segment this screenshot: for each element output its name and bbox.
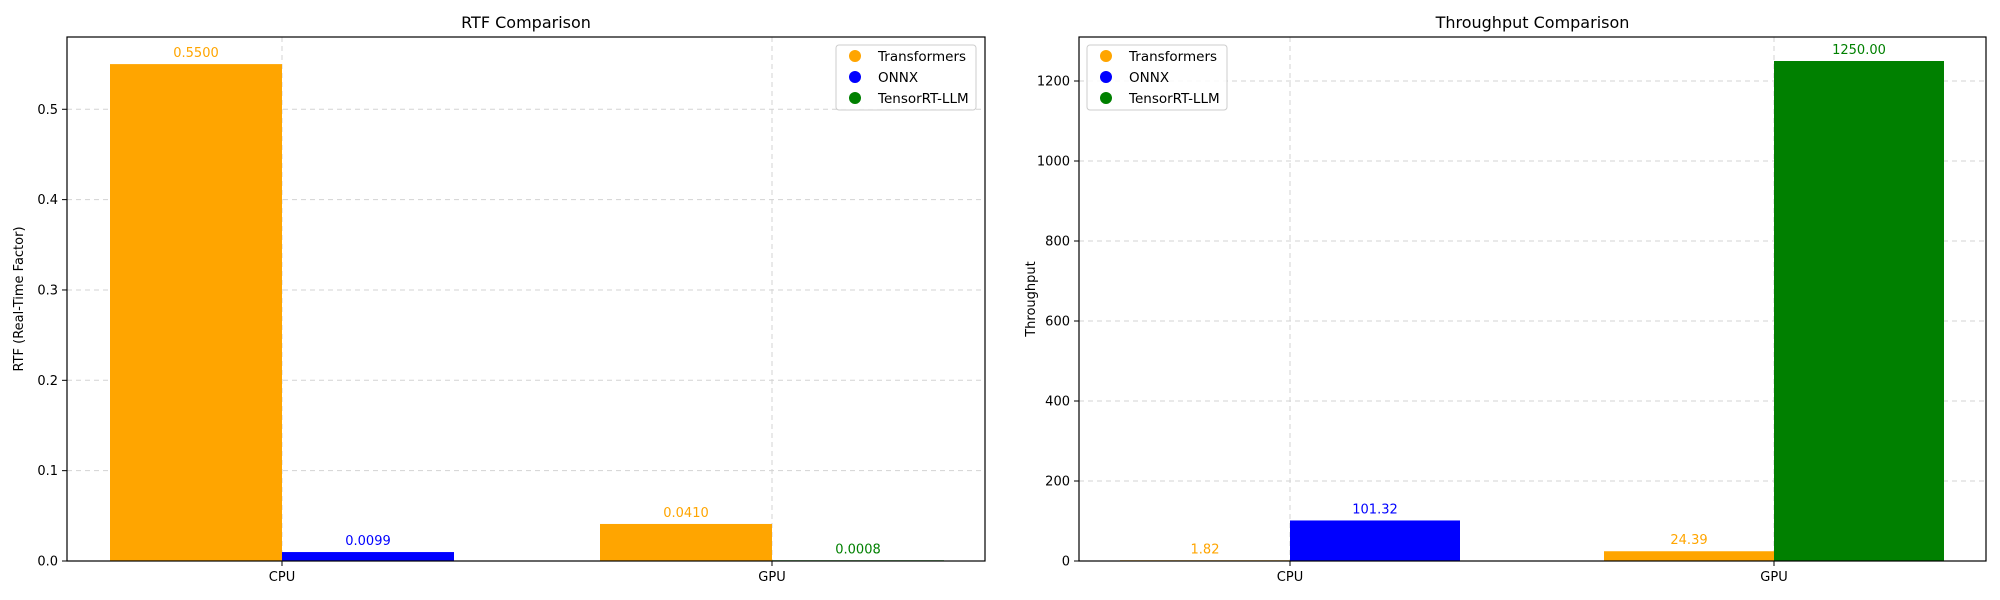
data-label: 1250.00 xyxy=(1832,43,1886,58)
legend-marker xyxy=(1100,50,1112,62)
legend-box xyxy=(1086,44,1228,111)
legend-label: TensorRT-LLM xyxy=(877,91,969,107)
y-tick-label: 0 xyxy=(1062,555,1070,570)
legend-marker xyxy=(849,92,861,104)
chart-title: RTF Comparison xyxy=(461,13,591,32)
legend-label: ONNX xyxy=(1129,70,1169,86)
data-label: 0.0410 xyxy=(663,506,709,521)
y-tick-label: 1200 xyxy=(1037,75,1070,90)
y-tick-label: 200 xyxy=(1045,475,1070,490)
bar-transformers-gpu xyxy=(1604,551,1774,561)
y-tick-label: 0.3 xyxy=(37,283,58,298)
bar-transformers-gpu xyxy=(600,523,772,561)
legend-label: TensorRT-LLM xyxy=(1128,91,1220,107)
legend-label: ONNX xyxy=(878,70,918,86)
legend-marker xyxy=(1100,71,1112,83)
legend: Transformers ONNX TensorRT-LLM xyxy=(1086,44,1228,111)
throughput-chart: 1.82 24.39 101.32 1250.00 0 200 400 600 800 1000 1… xyxy=(1024,13,1987,585)
data-label: 0.5500 xyxy=(173,46,219,61)
y-tick-label: 0.4 xyxy=(37,193,58,208)
y-tick-label: 0.5 xyxy=(37,103,58,118)
axes-frame xyxy=(66,36,986,562)
data-label: 0.0099 xyxy=(345,534,391,549)
x-tick-label: GPU xyxy=(758,570,785,585)
legend-box xyxy=(835,44,977,111)
data-label: 24.39 xyxy=(1670,533,1707,548)
chart-title: Throughput Comparison xyxy=(1435,13,1630,32)
x-tick-label: CPU xyxy=(269,570,295,585)
data-label: 0.0008 xyxy=(835,542,881,557)
data-label: 101.32 xyxy=(1352,502,1398,517)
legend-label: Transformers xyxy=(1128,49,1217,65)
legend: Transformers ONNX TensorRT-LLM xyxy=(835,44,977,111)
y-tick-label: 600 xyxy=(1045,315,1070,330)
y-tick-label: 0.0 xyxy=(37,555,58,570)
axes-frame xyxy=(1078,36,1987,562)
x-tick-label: GPU xyxy=(1760,570,1787,585)
y-tick-label: 0.1 xyxy=(37,464,58,479)
y-tick-label: 0.2 xyxy=(37,374,58,389)
y-tick-label: 400 xyxy=(1045,395,1070,410)
bar-onnx-cpu xyxy=(282,552,454,561)
legend-label: Transformers xyxy=(877,49,966,65)
y-tick-label: 800 xyxy=(1045,235,1070,250)
bar-tensorrt-llm-gpu xyxy=(1774,61,1944,561)
legend-marker xyxy=(849,50,861,62)
legend-marker xyxy=(1100,92,1112,104)
bar-onnx-cpu xyxy=(1290,520,1460,561)
rtf-chart: 0.5500 0.0410 0.0099 0.0008 0.0 0.1 0.2 0.3 0.4 0… xyxy=(12,13,986,585)
bar-transformers-cpu xyxy=(110,64,282,561)
y-axis-label: Throughput xyxy=(1024,261,1039,338)
data-label: 1.82 xyxy=(1191,542,1220,557)
legend-marker xyxy=(849,71,861,83)
y-axis-label: RTF (Real-Time Factor) xyxy=(12,226,27,371)
y-tick-label: 1000 xyxy=(1037,155,1070,170)
x-tick-label: CPU xyxy=(1277,570,1303,585)
